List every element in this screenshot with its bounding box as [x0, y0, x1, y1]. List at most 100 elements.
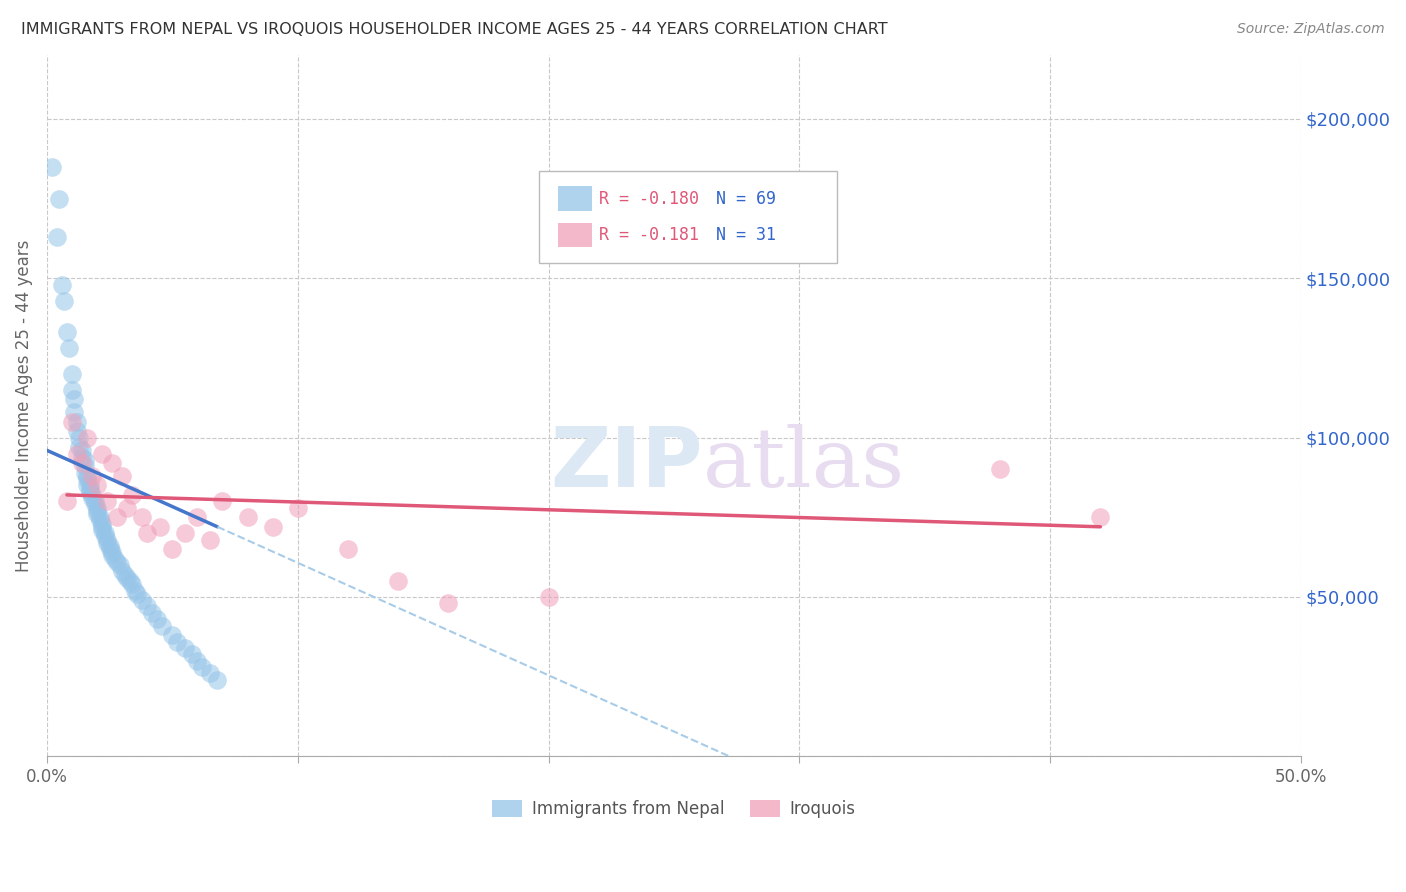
- Point: [66, 415, 89, 429]
- Point: [186, 654, 208, 668]
- Point: [76, 472, 98, 486]
- Point: [93, 529, 115, 543]
- Point: [56, 326, 79, 340]
- Point: [66, 424, 89, 438]
- Point: [124, 583, 146, 598]
- Point: [146, 612, 169, 626]
- Point: [70, 450, 93, 464]
- Point: [91, 446, 114, 460]
- Point: [101, 545, 124, 559]
- Point: [89, 513, 111, 527]
- Point: [988, 462, 1011, 476]
- Point: [181, 647, 204, 661]
- Y-axis label: Householder Income Ages 25 - 44 years: Householder Income Ages 25 - 44 years: [15, 240, 32, 572]
- Point: [96, 533, 118, 547]
- Point: [262, 520, 284, 534]
- Point: [86, 478, 108, 492]
- Point: [83, 494, 105, 508]
- Point: [437, 596, 460, 610]
- Point: [162, 628, 184, 642]
- Point: [211, 494, 233, 508]
- Point: [58, 342, 80, 356]
- Point: [76, 431, 98, 445]
- Point: [89, 510, 111, 524]
- Point: [83, 498, 105, 512]
- Point: [114, 567, 136, 582]
- Point: [69, 431, 91, 445]
- Point: [73, 459, 96, 474]
- Point: [104, 551, 127, 566]
- Point: [86, 507, 108, 521]
- Text: N = 31: N = 31: [716, 226, 776, 244]
- Point: [60, 383, 83, 397]
- Point: [76, 468, 98, 483]
- Point: [186, 510, 208, 524]
- Text: ZIP: ZIP: [551, 424, 703, 504]
- Point: [63, 405, 86, 419]
- Point: [236, 510, 259, 524]
- Point: [80, 488, 103, 502]
- Point: [173, 640, 195, 655]
- Point: [136, 599, 159, 614]
- Point: [80, 468, 103, 483]
- Point: [131, 593, 153, 607]
- Point: [150, 618, 173, 632]
- Point: [73, 453, 96, 467]
- Text: IMMIGRANTS FROM NEPAL VS IROQUOIS HOUSEHOLDER INCOME AGES 25 - 44 YEARS CORRELAT: IMMIGRANTS FROM NEPAL VS IROQUOIS HOUSEH…: [21, 22, 887, 37]
- Point: [56, 494, 79, 508]
- Point: [198, 666, 221, 681]
- Text: atlas: atlas: [703, 424, 905, 504]
- Text: R = -0.180: R = -0.180: [599, 190, 699, 208]
- Point: [76, 478, 98, 492]
- Point: [98, 542, 121, 557]
- Point: [387, 574, 409, 588]
- Text: R = -0.181: R = -0.181: [599, 226, 699, 244]
- Point: [86, 500, 108, 515]
- Point: [45, 229, 67, 244]
- Point: [79, 482, 101, 496]
- Legend: Immigrants from Nepal, Iroquois: Immigrants from Nepal, Iroquois: [485, 794, 862, 825]
- Point: [53, 293, 76, 308]
- Point: [51, 277, 73, 292]
- Point: [91, 523, 114, 537]
- Point: [48, 192, 70, 206]
- Point: [101, 456, 124, 470]
- Point: [96, 494, 118, 508]
- Point: [162, 542, 184, 557]
- Point: [198, 533, 221, 547]
- Point: [60, 415, 83, 429]
- Point: [63, 392, 86, 407]
- Point: [93, 526, 115, 541]
- Point: [69, 440, 91, 454]
- Point: [121, 577, 143, 591]
- Point: [173, 526, 195, 541]
- Point: [96, 535, 118, 549]
- Point: [191, 660, 214, 674]
- Point: [131, 510, 153, 524]
- Point: [70, 443, 93, 458]
- Point: [80, 491, 103, 505]
- Point: [127, 587, 149, 601]
- Point: [91, 520, 114, 534]
- Point: [41, 160, 63, 174]
- Point: [105, 510, 128, 524]
- Point: [207, 673, 229, 687]
- Point: [336, 542, 359, 557]
- Point: [537, 590, 560, 604]
- Point: [141, 606, 163, 620]
- Point: [115, 571, 138, 585]
- Point: [118, 574, 141, 588]
- Point: [108, 558, 131, 572]
- Point: [101, 549, 124, 563]
- Point: [70, 456, 93, 470]
- Point: [287, 500, 309, 515]
- Point: [111, 468, 134, 483]
- Point: [73, 466, 96, 480]
- Point: [105, 555, 128, 569]
- Point: [121, 488, 143, 502]
- Point: [79, 478, 101, 492]
- Point: [149, 520, 172, 534]
- Point: [1090, 510, 1112, 524]
- Point: [136, 526, 159, 541]
- Text: Source: ZipAtlas.com: Source: ZipAtlas.com: [1237, 22, 1385, 37]
